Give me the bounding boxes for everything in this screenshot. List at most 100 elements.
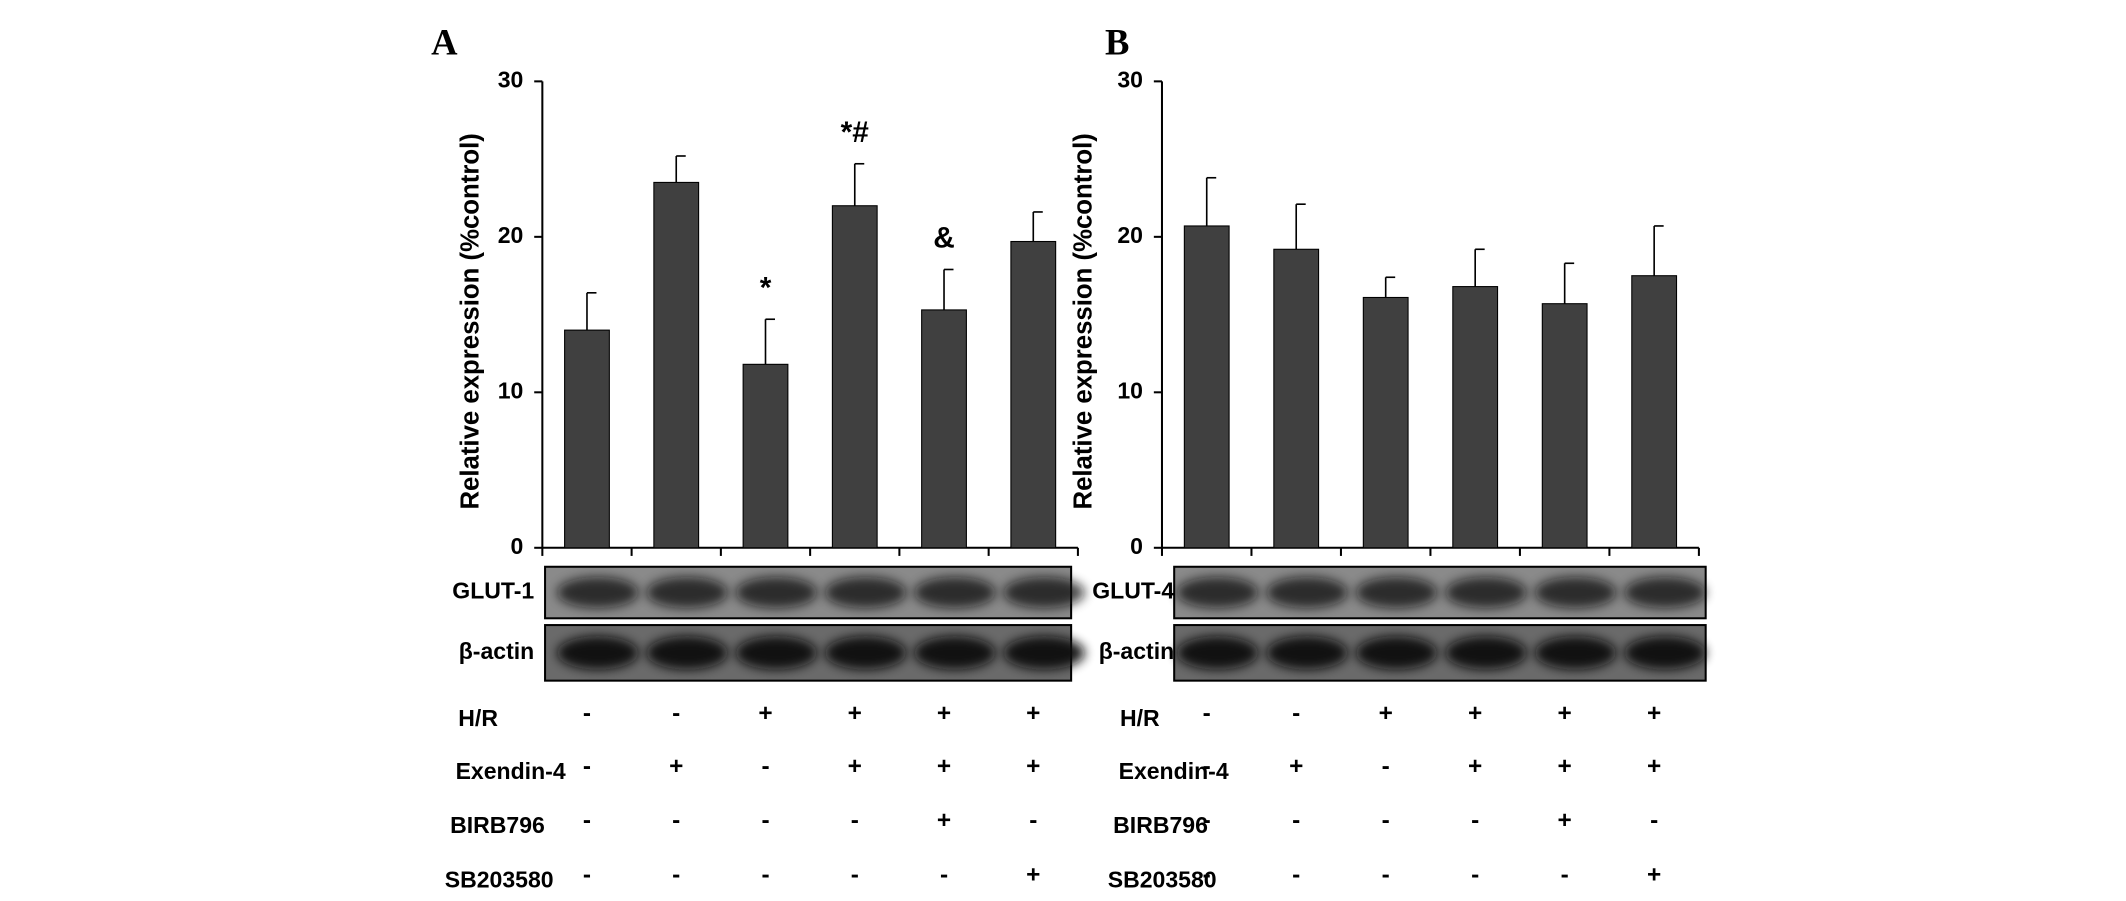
significance-mark: * (760, 271, 772, 304)
treatment-sign: + (1379, 700, 1393, 727)
blot-band (557, 577, 639, 608)
treatment-sign: - (1471, 861, 1479, 888)
bar (742, 363, 789, 549)
blot-band (914, 636, 996, 670)
treatment-sign: + (1647, 753, 1661, 780)
treatment-sign: - (761, 753, 769, 780)
error-bar (943, 268, 954, 310)
treatment-sign: - (1561, 861, 1569, 888)
blot-band (1534, 636, 1617, 670)
significance-mark: *# (841, 116, 870, 149)
treatment-name: SB203580 (1108, 866, 1217, 892)
blot-frame (1173, 624, 1707, 682)
treatment-sign: - (1382, 807, 1390, 834)
treatment-sign: - (1203, 861, 1211, 888)
blot-band (824, 577, 907, 608)
treatment-sign: + (1289, 753, 1303, 780)
blot-band (1176, 636, 1259, 670)
error-bar (1295, 203, 1306, 250)
panel-label: B (1105, 22, 1129, 63)
treatment-sign: - (1650, 807, 1658, 834)
blot-band (735, 636, 818, 670)
treatment-sign: - (672, 700, 680, 727)
treatment-sign: + (937, 753, 951, 780)
treatment-sign: - (672, 807, 680, 834)
y-tick-label: 10 (498, 377, 524, 403)
treatment-name: Exendin-4 (1119, 758, 1229, 784)
y-axis-label: Relative expression (%control) (1070, 133, 1098, 509)
error-bar (1032, 211, 1043, 242)
blot-band (557, 636, 639, 670)
bar (1631, 275, 1678, 549)
blot-label: GLUT-1 (452, 578, 534, 604)
treatment-name: H/R (1120, 705, 1160, 731)
bar (1183, 225, 1230, 549)
treatment-sign: - (1292, 807, 1300, 834)
treatment-sign: - (672, 861, 680, 888)
error-bar (586, 291, 597, 331)
treatment-sign: + (1468, 700, 1482, 727)
treatment-name: BIRB796 (1113, 812, 1208, 838)
blot-band (1534, 577, 1617, 608)
bar (564, 329, 610, 549)
treatment-sign: - (1203, 807, 1211, 834)
error-bar (853, 162, 865, 206)
blot-band (1445, 577, 1527, 608)
y-tick-label: 30 (498, 66, 524, 92)
treatment-sign: + (1558, 753, 1572, 780)
y-tick-label: 20 (1117, 222, 1143, 248)
error-bar (1384, 276, 1396, 298)
y-tick-label: 0 (1130, 533, 1143, 559)
treatment-sign: + (1026, 700, 1040, 727)
blot-band (1355, 577, 1438, 608)
error-bar (764, 318, 775, 365)
y-tick-label: 0 (511, 533, 524, 559)
treatment-name: SB203580 (445, 866, 554, 892)
blot-band (1266, 636, 1348, 670)
treatment-sign: + (1647, 700, 1661, 727)
treatment-sign: - (1382, 861, 1390, 888)
treatment-sign: - (1203, 753, 1211, 780)
treatment-sign: + (937, 700, 951, 727)
treatment-sign: + (669, 753, 683, 780)
blot-band (646, 636, 728, 670)
error-bar (1205, 176, 1217, 226)
treatment-name: Exendin-4 (456, 758, 566, 784)
blot-label: GLUT-4 (1092, 578, 1174, 604)
y-tick-label: 20 (498, 222, 524, 248)
blot-band (1624, 636, 1706, 670)
error-bar (1563, 262, 1575, 304)
blot-label: β-actin (459, 638, 534, 664)
bar (1010, 240, 1057, 549)
treatment-name: H/R (458, 705, 498, 731)
treatment-sign: - (1471, 807, 1479, 834)
blot-band (1003, 577, 1085, 608)
treatment-sign: - (1292, 861, 1300, 888)
y-tick-label: 30 (1117, 66, 1143, 92)
treatment-sign: + (848, 753, 862, 780)
treatment-sign: + (1026, 753, 1040, 780)
blot-band (824, 636, 907, 670)
bar (831, 205, 878, 549)
treatment-sign: - (583, 861, 591, 888)
treatment-sign: - (940, 861, 948, 888)
treatment-sign: - (583, 807, 591, 834)
bar (1452, 286, 1499, 549)
treatment-sign: - (1382, 753, 1390, 780)
blot-band (1624, 577, 1706, 608)
treatment-sign: + (758, 700, 772, 727)
bar (921, 309, 967, 549)
treatment-sign: - (583, 753, 591, 780)
bar (1541, 303, 1588, 549)
treatment-sign: - (1203, 700, 1211, 727)
blot-band (735, 577, 818, 608)
treatment-sign: - (851, 861, 859, 888)
treatment-sign: - (583, 700, 591, 727)
error-bar (1474, 248, 1485, 287)
treatment-name: BIRB796 (450, 812, 545, 838)
blot-band (914, 577, 996, 608)
treatment-sign: - (761, 861, 769, 888)
treatment-sign: + (937, 807, 951, 834)
treatment-sign: - (1029, 807, 1037, 834)
